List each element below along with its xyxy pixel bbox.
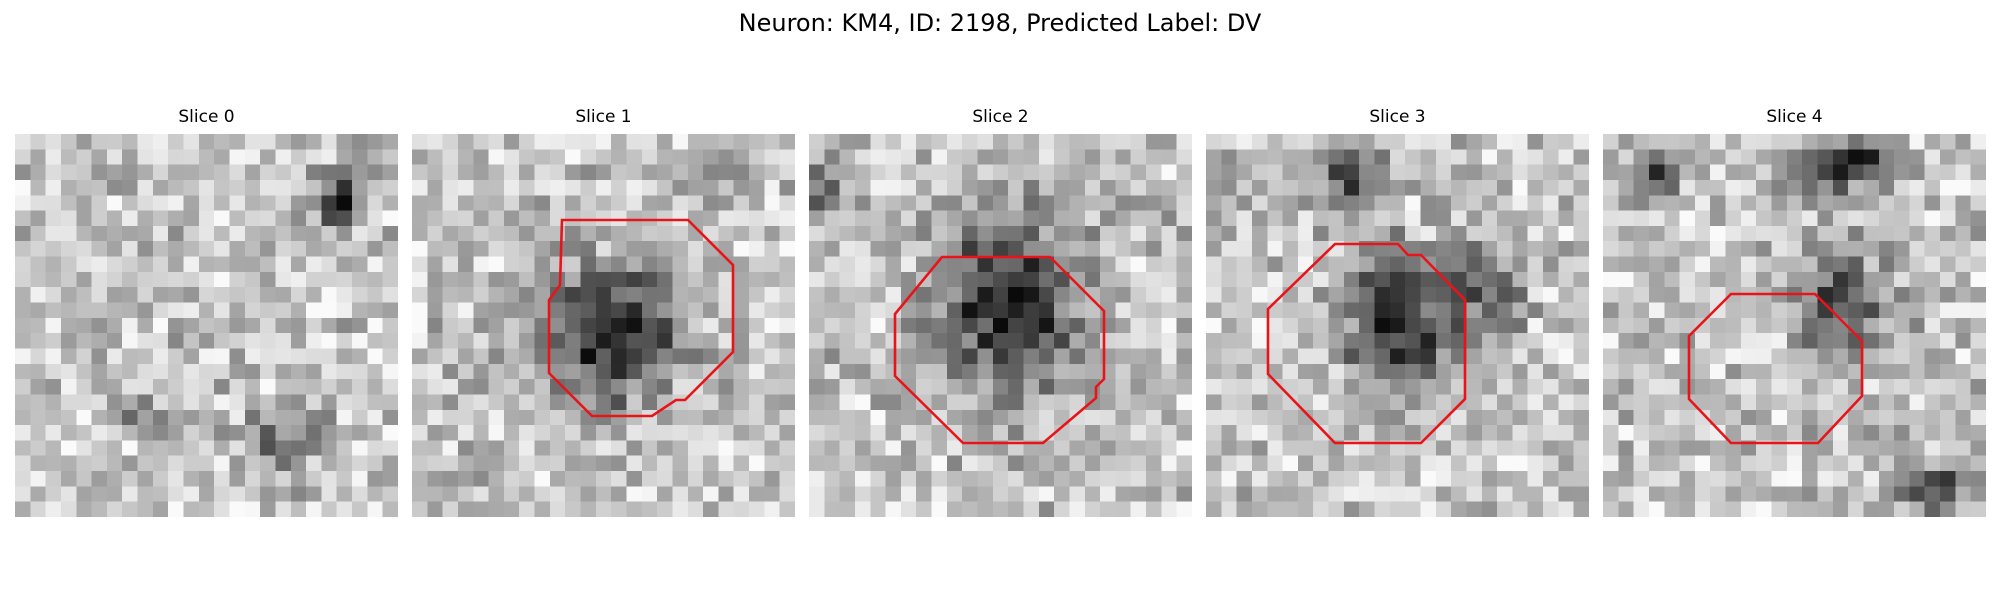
slice-image-canvas: [1206, 134, 1589, 517]
roi-outline: [893, 255, 1106, 445]
slice-title: Slice 3: [1369, 107, 1426, 127]
roi-outline: [547, 218, 735, 418]
slice-title: Slice 4: [1766, 107, 1823, 127]
slice-panel-1: Slice 1: [412, 105, 795, 517]
slice-image: [1603, 134, 1986, 517]
slice-image: [809, 134, 1192, 517]
slice-image-canvas: [412, 134, 795, 517]
slice-title: Slice 2: [972, 107, 1029, 127]
roi-outline-polygon: [1687, 292, 1864, 445]
roi-outline-polygon: [1266, 242, 1467, 445]
figure-title: Neuron: KM4, ID: 2198, Predicted Label: …: [738, 9, 1262, 37]
roi-outline: [1266, 242, 1467, 445]
slice-title: Slice 1: [575, 107, 632, 127]
slice-image: [15, 134, 398, 517]
slice-panel-2: Slice 2: [809, 105, 1192, 517]
roi-outline-polygon: [547, 218, 735, 418]
slice-image-canvas: [1603, 134, 1986, 517]
slice-image: [412, 134, 795, 517]
slice-title: Slice 0: [178, 107, 235, 127]
slice-panel-0: Slice 0: [15, 105, 398, 517]
roi-outline-polygon: [893, 255, 1106, 445]
roi-outline: [1687, 292, 1864, 445]
slice-panel-4: Slice 4: [1603, 105, 1986, 517]
slice-panel-3: Slice 3: [1206, 105, 1589, 517]
slice-image-canvas: [15, 134, 398, 517]
slice-image-canvas: [809, 134, 1192, 517]
slice-image: [1206, 134, 1589, 517]
